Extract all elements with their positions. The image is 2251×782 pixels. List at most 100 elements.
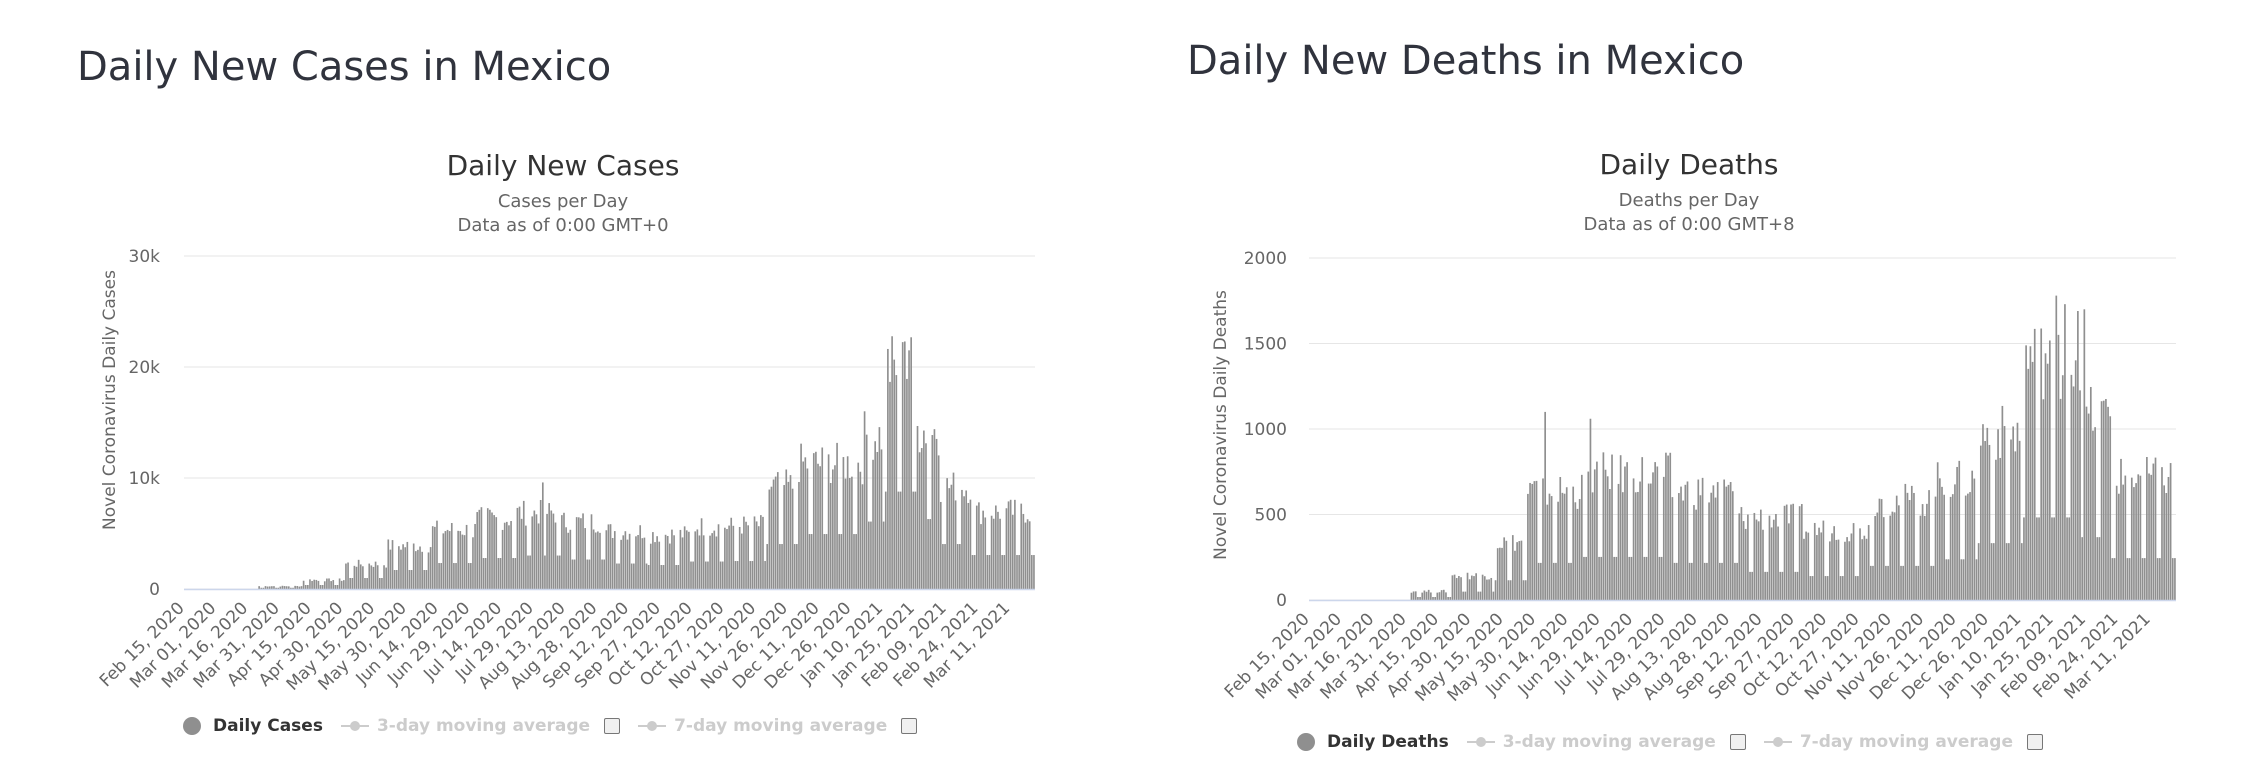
7-day-average-checkbox[interactable]: [901, 718, 918, 734]
bar: [537, 523, 540, 589]
bar: [486, 508, 489, 589]
bar: [821, 447, 824, 589]
bar: [1624, 466, 1626, 600]
bar: [882, 521, 885, 589]
legend-item-3-day-average[interactable]: 3-day moving average: [1466, 732, 1746, 752]
bar: [628, 533, 631, 589]
bar: [1654, 462, 1656, 600]
bar: [467, 563, 470, 589]
bar: [664, 534, 667, 589]
bar: [946, 478, 948, 589]
bar: [499, 558, 502, 589]
bar: [2111, 558, 2114, 600]
legend-item-3-day-average[interactable]: 3-day moving average: [340, 716, 621, 736]
bar: [2115, 485, 2118, 600]
legend-item-7-day-average[interactable]: 7-day moving average: [638, 716, 918, 736]
bar: [658, 541, 661, 589]
bar: [264, 586, 267, 589]
bar: [887, 348, 889, 589]
bar: [1859, 528, 1861, 600]
bar: [1447, 597, 1449, 600]
bar: [1637, 491, 1639, 600]
bar: [859, 471, 862, 589]
bar: [406, 541, 409, 589]
bar: [476, 512, 479, 589]
bar: [2167, 476, 2170, 600]
bar: [1665, 452, 1667, 600]
bar: [874, 441, 876, 589]
bar: [2079, 390, 2081, 600]
bar: [963, 496, 965, 589]
bar: [332, 580, 335, 589]
bar: [1596, 461, 1598, 600]
bar: [675, 565, 678, 589]
bar: [1544, 411, 1546, 600]
bar: [855, 534, 857, 589]
3-day-average-checkbox[interactable]: [1729, 734, 1746, 750]
bar: [395, 570, 398, 589]
7-day-average-checkbox[interactable]: [2026, 734, 2043, 750]
bar: [929, 519, 932, 589]
bar: [313, 579, 316, 589]
bar: [1777, 526, 1779, 600]
bar: [298, 586, 301, 589]
bar: [1923, 515, 1926, 600]
bar: [309, 579, 311, 589]
bar: [2053, 517, 2055, 600]
3-day-average-checkbox[interactable]: [604, 718, 621, 734]
bar: [1490, 577, 1493, 600]
bar: [520, 518, 523, 589]
bar: [506, 521, 508, 589]
bar: [999, 518, 1001, 589]
bar: [745, 521, 747, 589]
bar: [1632, 478, 1635, 600]
bar: [2152, 463, 2155, 600]
bar: [2051, 517, 2053, 600]
bar: [772, 479, 775, 589]
bar: [704, 561, 707, 589]
bar: [336, 585, 339, 589]
page-title: Daily New Deaths in Mexico: [1187, 38, 1745, 84]
bar: [364, 578, 366, 589]
bar: [1509, 580, 1512, 600]
legend-item-daily-deaths[interactable]: Daily Deaths: [1297, 732, 1449, 752]
bar: [2089, 386, 2092, 600]
bar: [1576, 508, 1579, 600]
legend-item-daily-cases[interactable]: Daily Cases: [183, 716, 323, 736]
bar: [1518, 541, 1521, 600]
bar: [1466, 572, 1469, 600]
bar: [683, 526, 686, 589]
bar: [311, 580, 313, 589]
bar: [825, 534, 828, 589]
bar: [588, 559, 591, 589]
bar: [1861, 539, 1864, 600]
y-tick-label: 20k: [129, 358, 161, 378]
bar: [916, 425, 919, 589]
bar: [1729, 482, 1732, 600]
bar: [1971, 470, 1974, 600]
bar: [804, 457, 807, 589]
bar: [647, 565, 650, 589]
bar: [607, 524, 610, 589]
bar: [952, 472, 955, 589]
bar: [457, 530, 459, 589]
bar: [436, 520, 438, 589]
y-tick-label: 10k: [129, 469, 161, 489]
y-tick-label: 500: [1255, 506, 1287, 526]
bar: [1505, 540, 1508, 600]
bar: [554, 522, 557, 589]
bar: [1535, 480, 1538, 600]
bar: [906, 378, 908, 589]
bar: [315, 579, 318, 589]
bar: [942, 544, 944, 589]
bar: [2130, 477, 2133, 600]
bar: [728, 525, 730, 589]
bar: [389, 549, 392, 589]
legend-item-7-day-average[interactable]: 7-day moving average: [1763, 732, 2043, 752]
bar: [1947, 559, 1950, 600]
bar: [503, 522, 506, 589]
bar: [1844, 541, 1846, 600]
bar: [1697, 479, 1700, 600]
bar: [685, 530, 688, 589]
bar: [649, 543, 652, 589]
